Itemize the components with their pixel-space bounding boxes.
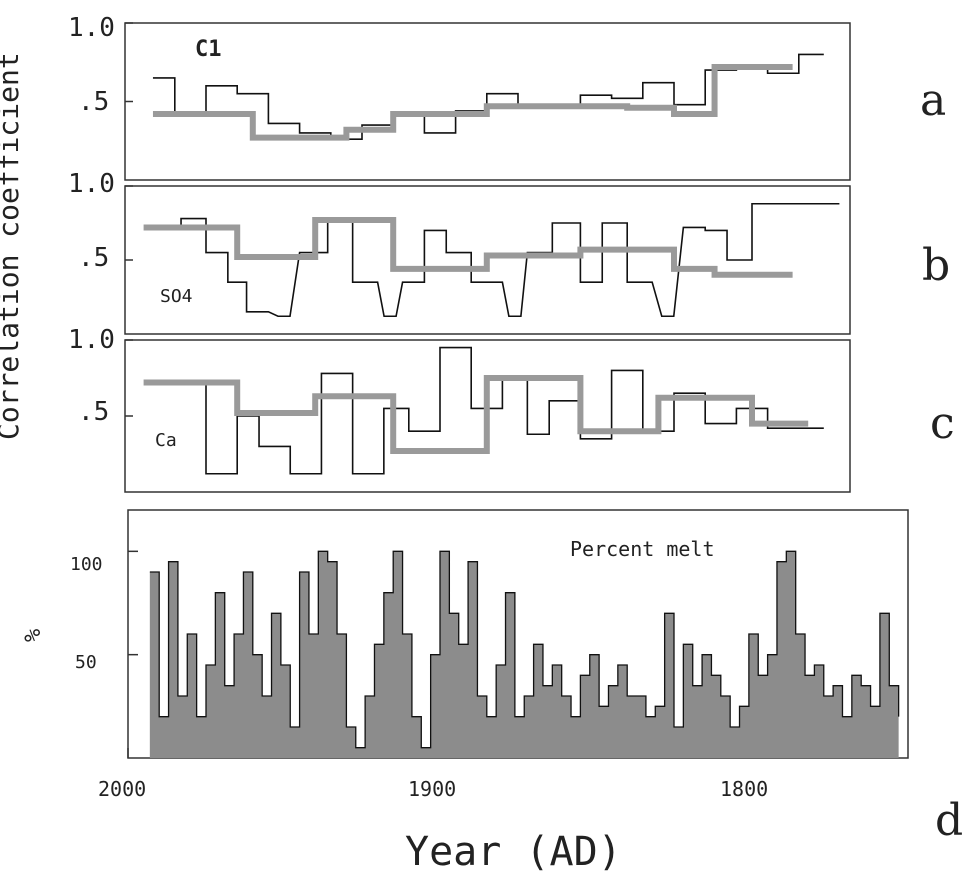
xtick-2000: 2000 [98, 777, 146, 801]
chart-marks [125, 22, 900, 758]
panel-d-ylabel: % [21, 629, 46, 642]
panel-c-ytick-mid: .5 [78, 397, 109, 427]
panel-a-series-thin [152, 53, 824, 140]
percent-melt-outline [149, 550, 900, 749]
panel-b-series-thick [143, 217, 793, 278]
xtick-1800: 1800 [720, 777, 768, 801]
panel-a-series-thick [152, 63, 793, 141]
panel-letter-d: d [935, 795, 963, 846]
panel-d-ytick-100: 100 [70, 554, 103, 575]
panel-letter-c: c [930, 398, 955, 449]
panel-c-series-label: Ca [155, 430, 177, 451]
panel-d-ytick-50: 50 [75, 652, 97, 673]
panel-a-series-label: C1 [195, 37, 222, 62]
panel-a-ytick-top: 1.0 [68, 13, 115, 43]
panel-b-ytick-top: 1.0 [68, 169, 115, 199]
panel-c-series-thick [143, 375, 809, 454]
xtick-1900: 1900 [408, 777, 456, 801]
x-axis-title: Year (AD) [405, 829, 622, 874]
panel-b-series-label: SO4 [160, 286, 193, 307]
panel-d-series-label: Percent melt [570, 537, 715, 561]
panel-a-ytick-mid: .5 [78, 87, 109, 117]
panel-letter-b: b [922, 240, 950, 291]
panel-b-ytick-mid: .5 [78, 243, 109, 273]
y-axis-title: Correlation coefficient [0, 52, 25, 440]
panel-letter-a: a [920, 75, 946, 126]
panel-c-ytick-top: 1.0 [68, 325, 115, 355]
